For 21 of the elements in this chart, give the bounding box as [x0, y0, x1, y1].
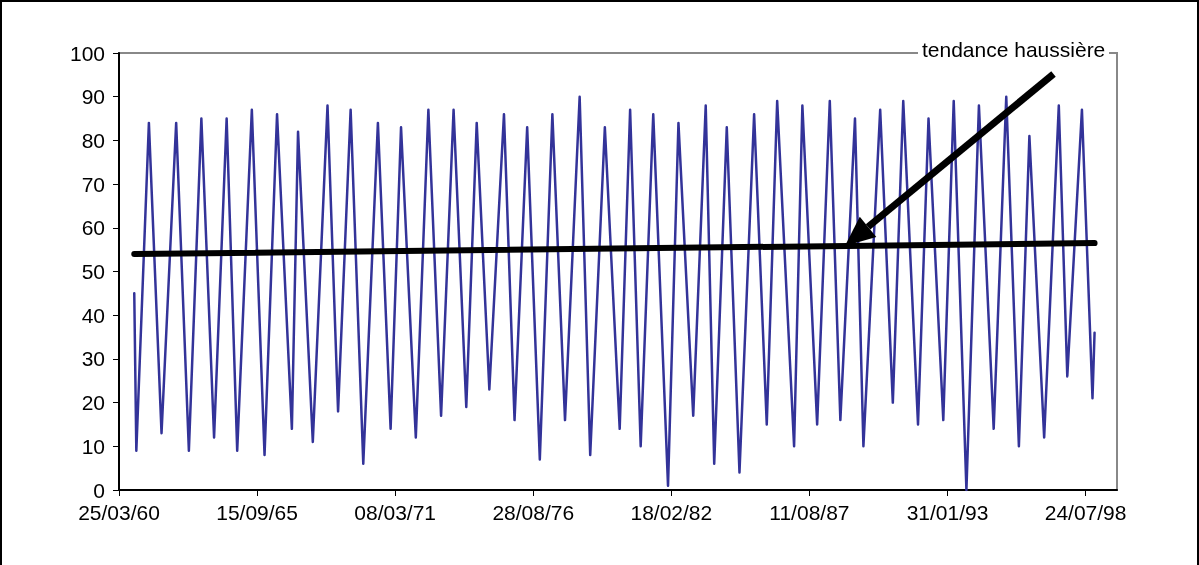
- y-tick-label: 60: [81, 216, 105, 240]
- y-tick-label: 50: [81, 260, 105, 283]
- y-tick-label: 100: [69, 41, 105, 65]
- y-tick-label: 20: [81, 391, 105, 415]
- y-tick-label: 40: [81, 303, 105, 327]
- x-tick-label: 11/08/87: [769, 501, 850, 524]
- annotation: tendance haussière: [918, 38, 1110, 62]
- x-tick-label: 25/03/60: [78, 501, 160, 524]
- y-tick-label: 30: [81, 347, 105, 371]
- x-tick-label: 08/03/71: [354, 501, 437, 524]
- y-tick-label: 90: [81, 85, 105, 109]
- y-tick-label: 10: [81, 434, 105, 458]
- x-tick-label: 31/01/93: [906, 501, 989, 524]
- y-tick-label: 80: [81, 128, 105, 152]
- x-tick-label: 15/09/65: [216, 501, 298, 524]
- y-tick-label: 0: [93, 478, 105, 502]
- x-tick-label: 28/08/76: [492, 501, 575, 524]
- y-tick-label: 70: [81, 172, 105, 196]
- x-tick-label: 18/02/82: [630, 501, 713, 524]
- x-tick-label: 24/07/98: [1044, 501, 1127, 524]
- line-series: [133, 95, 1096, 492]
